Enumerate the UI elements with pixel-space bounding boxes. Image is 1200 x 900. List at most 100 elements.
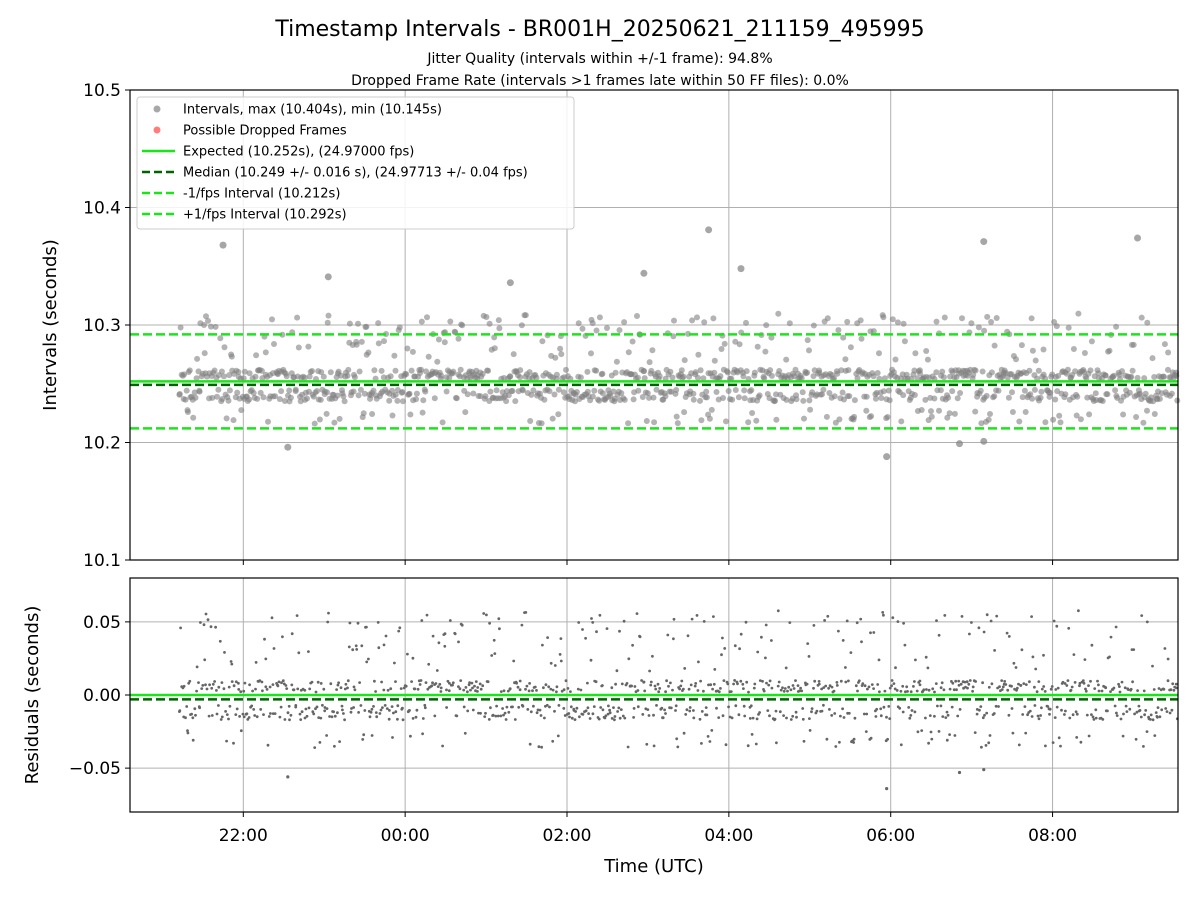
residual-point	[503, 711, 507, 715]
residual-point	[601, 684, 604, 687]
residual-point	[839, 679, 843, 683]
interval-point	[753, 417, 760, 424]
interval-point	[1086, 411, 1093, 418]
interval-point	[656, 373, 663, 380]
residual-point	[636, 689, 640, 692]
residual-point	[1122, 712, 1125, 716]
interval-point	[252, 373, 259, 380]
residual-point	[621, 714, 625, 718]
interval-point	[438, 372, 445, 379]
interval-point	[1031, 386, 1038, 393]
interval-point	[724, 369, 731, 376]
residual-point	[423, 706, 427, 710]
residual-point	[676, 745, 680, 749]
interval-point	[485, 367, 492, 374]
residual-point	[471, 686, 474, 690]
residual-point	[228, 704, 232, 708]
residual-point	[462, 705, 466, 709]
residual-point	[1090, 643, 1094, 647]
interval-point	[644, 390, 651, 397]
residual-point	[778, 710, 782, 714]
residual-point	[912, 685, 915, 688]
interval-point	[1016, 418, 1023, 425]
interval-point	[936, 407, 942, 414]
interval-outlier-point	[980, 437, 988, 445]
residual-point	[558, 653, 562, 656]
interval-point	[505, 392, 512, 399]
residual-point	[1001, 685, 1005, 689]
residual-point	[974, 680, 977, 683]
interval-point	[407, 411, 414, 418]
interval-point	[269, 316, 275, 323]
interval-point	[898, 418, 905, 425]
interval-point	[933, 318, 940, 325]
residual-point	[344, 682, 348, 686]
residual-point	[245, 712, 249, 716]
residual-point	[902, 621, 905, 625]
residual-point	[732, 682, 735, 686]
residual-point	[538, 708, 542, 712]
legend: Intervals, max (10.404s), min (10.145s) P…	[136, 96, 575, 230]
residual-point	[987, 741, 991, 745]
residual-point	[982, 630, 986, 634]
interval-point	[651, 419, 658, 426]
interval-point	[881, 375, 888, 382]
residual-point	[553, 664, 557, 667]
residual-point	[627, 657, 631, 661]
residual-point	[827, 686, 830, 690]
interval-point	[987, 411, 993, 417]
legend-entry-label: Possible Dropped Frames	[183, 124, 347, 139]
residual-point	[575, 706, 579, 710]
residual-point	[521, 704, 525, 708]
residual-point	[789, 718, 793, 721]
residual-point	[469, 688, 472, 692]
residual-point	[948, 687, 952, 691]
residual-point	[924, 716, 927, 720]
residual-point	[279, 705, 283, 709]
residual-point	[241, 712, 245, 716]
residual-point	[876, 683, 880, 686]
interval-point	[1081, 350, 1088, 356]
residual-point	[680, 679, 684, 683]
interval-point	[820, 386, 827, 393]
residual-outlier-point	[286, 775, 290, 779]
interval-point	[1130, 341, 1137, 348]
residual-point	[463, 731, 467, 735]
interval-point	[736, 341, 743, 348]
interval-point	[584, 388, 591, 395]
interval-point	[538, 420, 545, 427]
residual-point	[862, 712, 866, 716]
residual-point	[832, 689, 836, 693]
residual-point	[252, 708, 256, 711]
residual-point	[1174, 682, 1178, 686]
interval-point	[372, 375, 379, 382]
residual-point	[913, 710, 917, 714]
residual-point	[490, 654, 494, 657]
residual-point	[649, 680, 653, 684]
residual-point	[328, 715, 331, 718]
interval-point	[698, 417, 705, 424]
interval-point	[221, 344, 228, 351]
residual-point	[513, 718, 517, 721]
residual-point	[471, 708, 475, 712]
residual-point	[220, 681, 224, 684]
residual-point	[907, 706, 911, 709]
residual-point	[381, 706, 384, 709]
interval-point	[203, 313, 209, 320]
residual-point	[413, 687, 417, 691]
residual-point	[916, 730, 920, 734]
residual-point	[958, 708, 962, 711]
interval-point	[208, 323, 214, 330]
y-tick-label: 10.4	[83, 199, 121, 219]
residual-point	[319, 682, 323, 685]
residual-point	[616, 710, 619, 713]
residual-point	[215, 689, 218, 692]
residual-point	[524, 611, 528, 614]
interval-point	[988, 369, 995, 376]
x-tick-label: 04:00	[704, 826, 753, 846]
residual-point	[478, 682, 482, 686]
residual-point	[833, 712, 837, 715]
x-tick-label: 00:00	[381, 826, 430, 846]
residual-point	[520, 623, 524, 627]
residual-point	[594, 680, 598, 684]
